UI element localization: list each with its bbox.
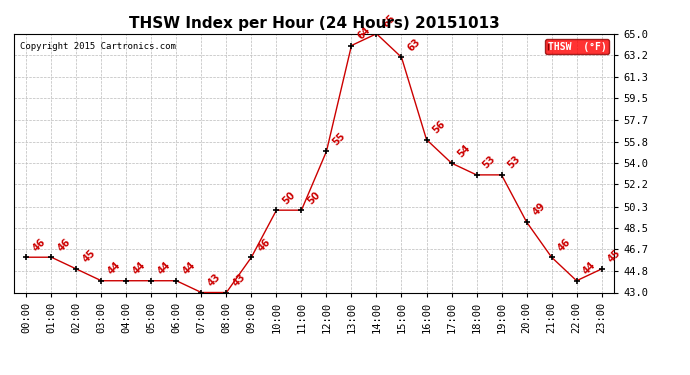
Text: 55: 55 xyxy=(331,130,347,147)
Text: 44: 44 xyxy=(155,260,172,277)
Text: 46: 46 xyxy=(255,236,272,253)
Text: 53: 53 xyxy=(506,154,522,171)
Text: 44: 44 xyxy=(581,260,598,277)
Title: THSW Index per Hour (24 Hours) 20151013: THSW Index per Hour (24 Hours) 20151013 xyxy=(128,16,500,31)
Text: 43: 43 xyxy=(230,272,247,288)
Text: 44: 44 xyxy=(106,260,122,277)
Text: 56: 56 xyxy=(431,119,447,135)
Text: 44: 44 xyxy=(181,260,197,277)
Text: 46: 46 xyxy=(55,236,72,253)
Text: 45: 45 xyxy=(81,248,97,265)
Text: 49: 49 xyxy=(531,201,547,218)
Text: 44: 44 xyxy=(130,260,147,277)
Text: 50: 50 xyxy=(306,189,322,206)
Text: 45: 45 xyxy=(606,248,622,265)
Text: 46: 46 xyxy=(30,236,47,253)
Text: 53: 53 xyxy=(481,154,497,171)
Text: 54: 54 xyxy=(455,142,472,159)
Text: 63: 63 xyxy=(406,36,422,53)
Text: 50: 50 xyxy=(281,189,297,206)
Text: Copyright 2015 Cartronics.com: Copyright 2015 Cartronics.com xyxy=(20,42,176,51)
Text: 65: 65 xyxy=(381,13,397,30)
Text: 64: 64 xyxy=(355,25,372,41)
Text: 43: 43 xyxy=(206,272,222,288)
Text: 46: 46 xyxy=(555,236,572,253)
Legend: THSW  (°F): THSW (°F) xyxy=(544,39,609,54)
